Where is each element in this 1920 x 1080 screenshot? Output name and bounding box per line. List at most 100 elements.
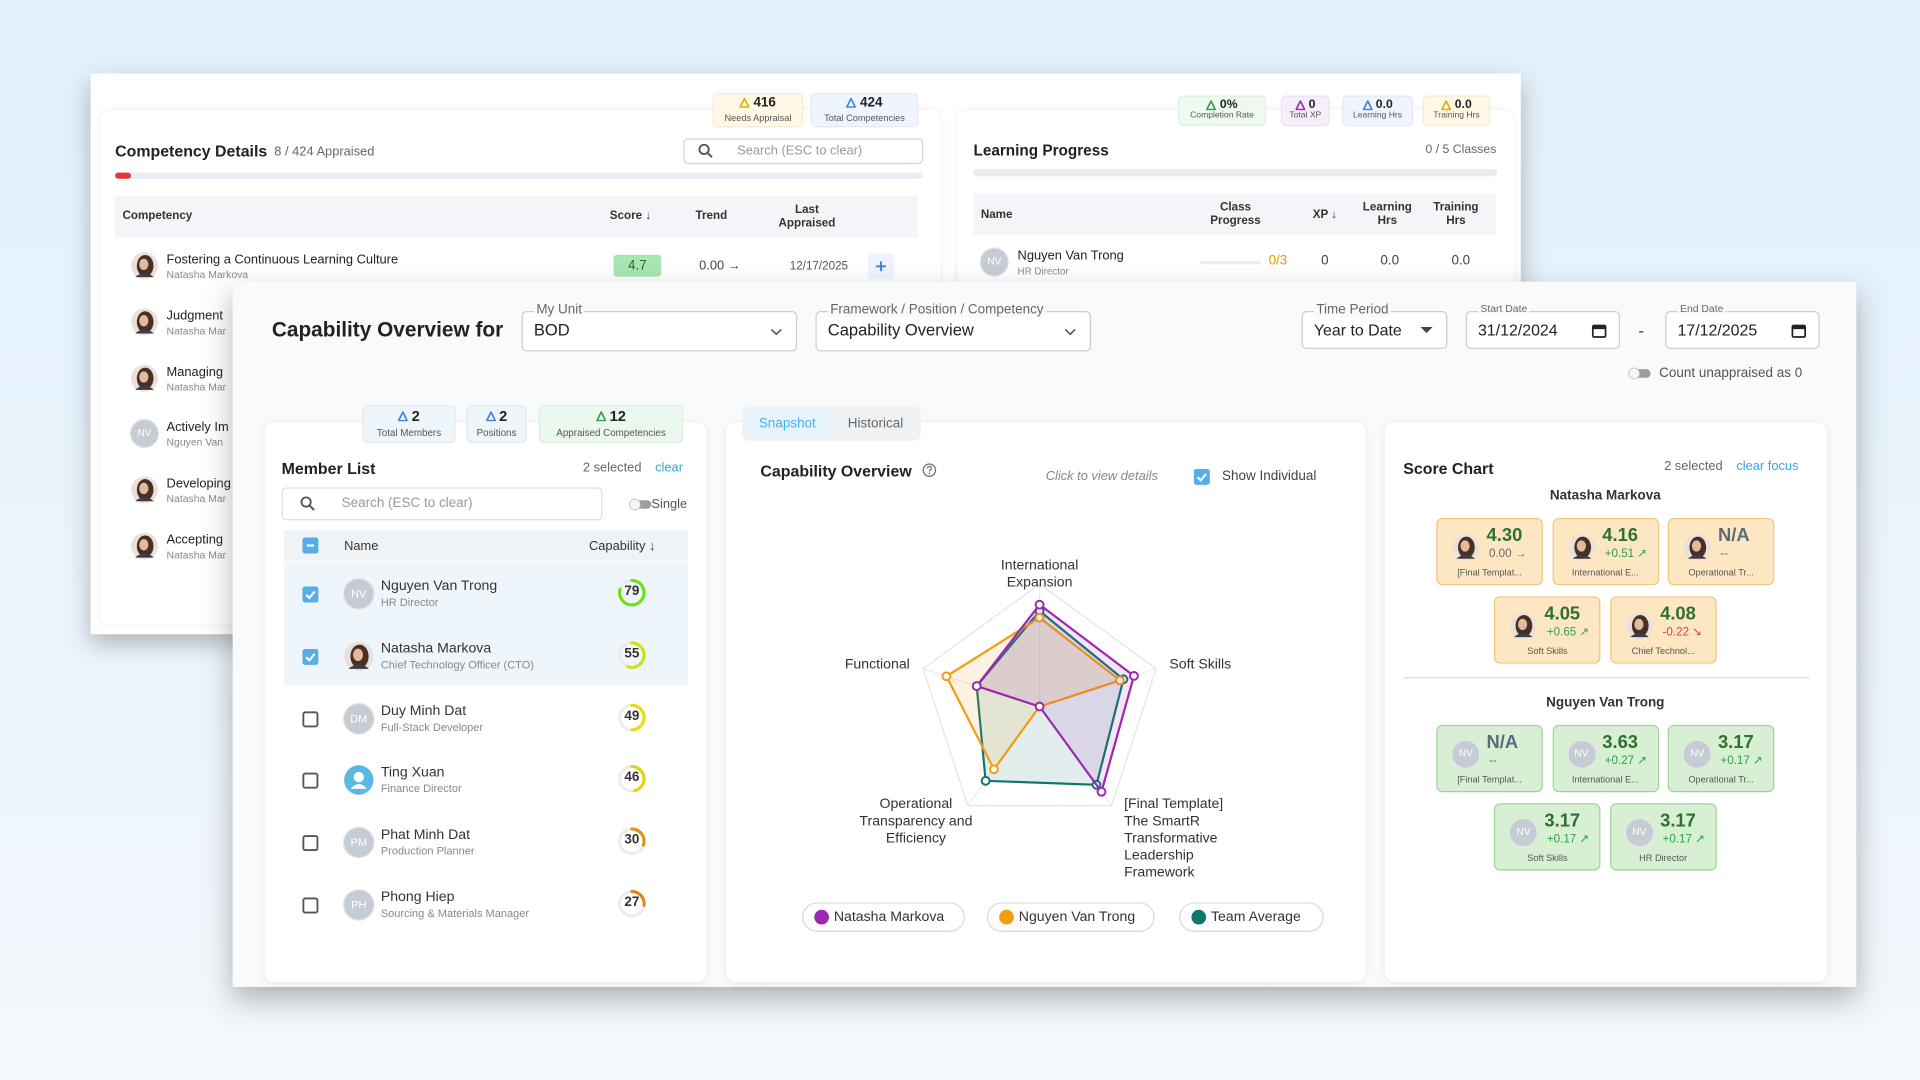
calendar-icon[interactable]: [1591, 323, 1607, 338]
checkbox[interactable]: [302, 710, 319, 727]
tile-delta: 0.00 →: [1488, 547, 1527, 561]
icon-part: [707, 152, 713, 159]
search-box[interactable]: [683, 138, 924, 165]
checkbox[interactable]: [302, 835, 319, 852]
avatar-photo: [131, 532, 158, 560]
checkbox[interactable]: [302, 537, 319, 554]
tile-score: 4.08: [1660, 603, 1696, 625]
toggle[interactable]: [629, 498, 652, 511]
column-header[interactable]: Score ↓: [609, 209, 652, 223]
card-title: Capability Overview: [760, 461, 912, 480]
icon-part: [1591, 324, 1607, 338]
card-title: Score Chart: [1403, 459, 1494, 478]
gauge-arc: [618, 578, 646, 607]
icon-part: [922, 463, 937, 478]
competency-name: Accepting: [166, 532, 224, 548]
field-label: Framework / Position / Competency: [827, 302, 1047, 318]
add-button[interactable]: [868, 253, 894, 280]
trend: 0.00 →: [699, 258, 741, 274]
checkbox[interactable]: [302, 586, 319, 603]
toggle[interactable]: [1628, 367, 1651, 380]
avatar-body: [348, 664, 370, 669]
avatar-photo: [1452, 533, 1480, 561]
avatar-photo: [1625, 612, 1653, 640]
competency-person: Natasha Mar: [166, 492, 227, 505]
stat-value-row: 12: [539, 408, 683, 425]
member-name[interactable]: Ting Xuan: [380, 765, 445, 781]
score-tile[interactable]: [1609, 803, 1717, 871]
member-name[interactable]: Duy Minh Dat: [380, 703, 467, 719]
column-header[interactable]: XP ↓: [1312, 208, 1338, 222]
legend-item[interactable]: [802, 902, 965, 932]
tab[interactable]: Historical: [847, 416, 904, 432]
checkbox-box: [302, 648, 319, 665]
tile-delta: +0.27 ↗: [1604, 754, 1648, 768]
card-title: Learning Progress: [973, 142, 1109, 160]
stat-value: 2: [499, 407, 508, 425]
column-header[interactable]: Capability ↓: [588, 538, 656, 554]
clear-link[interactable]: clear: [655, 460, 683, 476]
column-header: Name: [980, 208, 1013, 222]
member-name[interactable]: Natasha Markova: [380, 641, 492, 657]
radar-point: [989, 764, 999, 775]
checkbox[interactable]: [1193, 468, 1210, 485]
checkbox-box: [302, 835, 319, 852]
calendar-icon[interactable]: [1791, 323, 1807, 338]
legend-item[interactable]: [986, 902, 1155, 932]
avatar-face: [1576, 540, 1586, 552]
progress-track: [115, 172, 924, 179]
capability-value: 49: [624, 708, 640, 724]
icon-part: [926, 465, 933, 472]
search-box[interactable]: [281, 487, 603, 521]
checkbox-box: [302, 586, 319, 603]
avatar: NV: [1625, 819, 1653, 847]
tile-score: 3.17: [1660, 810, 1696, 832]
avatar-body: [1514, 633, 1533, 638]
stat-icon: [846, 97, 857, 108]
stat-label: Total XP: [1289, 111, 1322, 120]
checkbox[interactable]: [302, 897, 319, 914]
checkbox[interactable]: [302, 648, 319, 665]
select[interactable]: [1665, 311, 1820, 349]
checkbox-check: [1196, 473, 1207, 482]
group-name: Nguyen Van Trong: [1546, 695, 1665, 711]
progress-track: [973, 168, 1498, 177]
stat-badge: [810, 93, 919, 128]
capability-gauge: [618, 889, 646, 918]
tile-score: 3.63: [1602, 732, 1639, 754]
stat-badge: [538, 405, 684, 444]
avatar-photo: [344, 641, 374, 671]
column-header: Competency: [122, 209, 193, 223]
checkbox-label[interactable]: Show Individual: [1222, 468, 1317, 484]
gauge-arc: [618, 641, 646, 669]
tab[interactable]: Snapshot: [744, 408, 831, 439]
select[interactable]: [521, 311, 798, 352]
avatar-photo: [1683, 533, 1711, 561]
select[interactable]: [815, 311, 1092, 352]
capability-value: 27: [624, 895, 640, 910]
avatar-body: [135, 329, 154, 334]
info-icon[interactable]: [922, 463, 937, 478]
card-title: Member List: [281, 459, 376, 478]
stat-label: Total Competencies: [824, 112, 905, 124]
clear-link[interactable]: clear focus: [1736, 459, 1799, 474]
competency-person: Natasha Mar: [166, 324, 227, 337]
stat-value: 2: [411, 407, 420, 425]
select[interactable]: [1465, 311, 1620, 349]
search-placeholder: Search (ESC to clear): [737, 143, 863, 158]
stat-value: 424: [859, 95, 883, 111]
stat-badge: [1422, 95, 1491, 127]
member-name[interactable]: Phong Hiep: [380, 890, 455, 905]
avatar-photo: [1567, 533, 1595, 561]
stat-label: Positions: [476, 427, 517, 439]
field-label: Time Period: [1313, 302, 1391, 318]
checkbox[interactable]: [302, 773, 319, 790]
search-icon: [300, 496, 315, 511]
stat-value-row: 0.0: [1423, 98, 1490, 111]
member-name[interactable]: Phat Minh Dat: [380, 827, 471, 843]
icon-part: [846, 97, 857, 108]
tile-delta: +0.51 ↗: [1604, 547, 1648, 561]
member-name[interactable]: Nguyen Van Trong: [380, 579, 498, 594]
radar-axis-label: Soft Skills: [1169, 657, 1232, 673]
stat-badge: [362, 405, 456, 444]
